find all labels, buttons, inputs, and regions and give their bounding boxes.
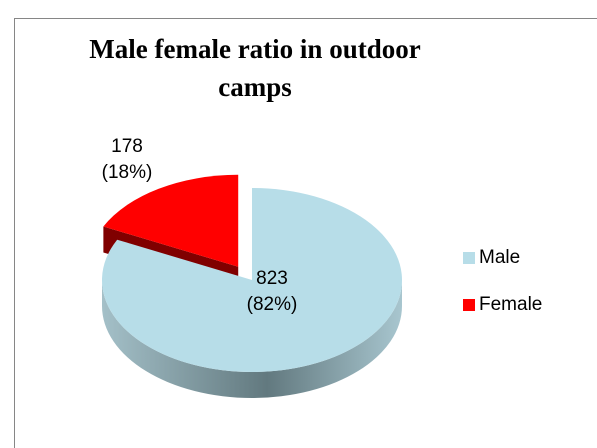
data-label: 823 (82%) [246,268,298,315]
slice-side [102,280,402,398]
slice [101,187,403,372]
legend-label: Female [479,294,543,315]
chart-border [14,18,597,448]
chart-title: Male female ratio in outdoor camps [89,34,421,102]
legend-swatch [463,252,475,264]
slice [103,174,239,267]
legend-swatch [463,299,475,311]
data-label: 178 (18%) [101,136,153,183]
legend-label: Male [479,247,521,268]
